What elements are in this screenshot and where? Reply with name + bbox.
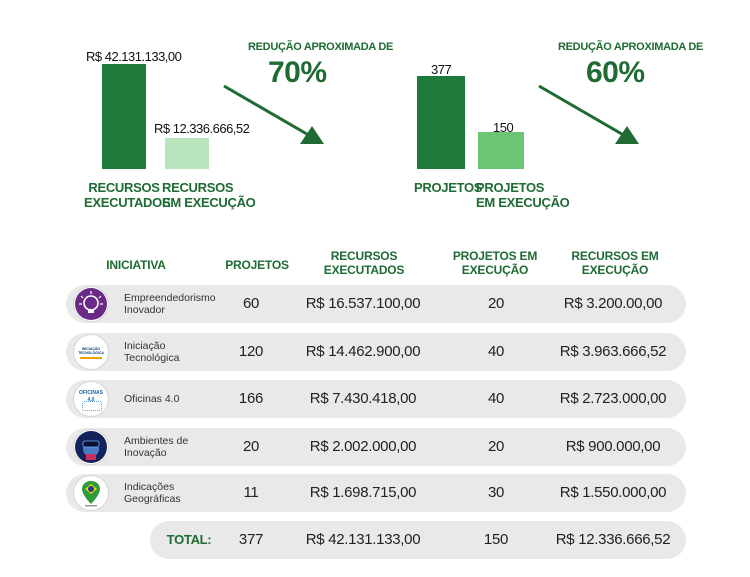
- name-line: Inovação: [124, 447, 167, 459]
- cell-recursos-em-execucao: R$ 2.723.000,00: [559, 390, 667, 407]
- bar-category-label: PROJETOS EM EXECUÇÃO: [476, 180, 570, 210]
- bar-category-label-line: PROJETOS: [414, 180, 483, 195]
- cell-projetos-em-execucao: 20: [487, 438, 505, 455]
- cell-projetos: 377: [238, 531, 264, 548]
- header-recursos-em-execucao: RECURSOS EM EXECUÇÃO: [565, 249, 665, 277]
- cell-projetos-em-execucao: 40: [487, 343, 505, 360]
- logo-text: OFICINAS 4.0: [79, 390, 103, 403]
- bar-value-label: 150: [493, 120, 514, 135]
- cell-projetos: 120: [238, 343, 264, 360]
- cell-projetos-em-execucao: 30: [487, 484, 505, 501]
- vr-headset-icon: [74, 430, 108, 464]
- cell-recursos-executados: R$ 1.698.715,00: [309, 484, 417, 501]
- iniciativa-name: Oficinas 4.0: [124, 380, 244, 418]
- oficinas-logo-icon: OFICINAS 4.0: [74, 382, 108, 416]
- iniciativa-name: Indicações Geográficas: [124, 474, 244, 512]
- cell-projetos: 60: [242, 295, 260, 312]
- bar-value-label: R$ 42.131.133,00: [86, 49, 182, 64]
- name-line: Tecnológica: [124, 352, 180, 364]
- header-line: RECURSOS: [330, 249, 398, 263]
- down-arrow-icon: [223, 84, 324, 144]
- cell-projetos: 11: [243, 484, 259, 501]
- header-iniciativa: INICIATIVA: [106, 258, 166, 272]
- cell-recursos-em-execucao: R$ 1.550.000,00: [559, 484, 667, 501]
- name-line: Oficinas 4.0: [124, 393, 180, 405]
- cell-recursos-em-execucao: R$ 3.200.00,00: [563, 295, 663, 312]
- bar-value-label: 377: [431, 62, 452, 77]
- down-arrow-icon: [538, 84, 639, 144]
- bar-category-label-line: PROJETOS: [476, 180, 545, 195]
- logo-text: INICIAÇÃO TECNOLÓGICA: [77, 347, 105, 355]
- reduction-title: REDUÇÃO APROXIMADA DE: [248, 41, 394, 53]
- cell-projetos-em-execucao: 150: [483, 531, 509, 548]
- header-projetos-em-execucao: PROJETOS EM EXECUÇÃO: [445, 249, 545, 277]
- name-line: Inovador: [124, 304, 165, 316]
- name-line: Iniciação: [124, 340, 166, 352]
- lightbulb-icon: [74, 287, 108, 321]
- bar-projetos: [417, 76, 465, 169]
- total-row: TOTAL: 377 R$ 42.131.133,00 150 R$ 12.33…: [150, 521, 686, 559]
- reduction-title: REDUÇÃO APROXIMADA DE: [558, 41, 704, 53]
- table-row: Empreendedorismo Inovador 60 R$ 16.537.10…: [66, 285, 686, 323]
- table-row: Ambientes de Inovação 20 R$ 2.002.000,00 …: [66, 428, 686, 466]
- header-line: EXECUTADOS: [323, 263, 405, 277]
- total-label: TOTAL:: [166, 532, 212, 547]
- cell-projetos-em-execucao: 40: [487, 390, 505, 407]
- reduction-percent: 60%: [586, 56, 645, 89]
- cell-recursos-executados: R$ 14.462.900,00: [305, 343, 421, 360]
- reduction-percent: 70%: [268, 56, 327, 89]
- cell-recursos-em-execucao: R$ 900.000,00: [565, 438, 661, 455]
- bar-category-label-line: RECURSOS: [162, 180, 234, 195]
- header-line: PROJETOS EM: [452, 249, 538, 263]
- bar-recursos-executados: [102, 64, 146, 169]
- name-line: Empreendedorismo: [124, 292, 216, 304]
- cell-projetos-em-execucao: 20: [487, 295, 505, 312]
- name-line: Geográficas: [124, 493, 181, 505]
- bar-category-label: RECURSOS EM EXECUÇÃO: [162, 180, 256, 210]
- header-line: RECURSOS EM: [571, 249, 659, 263]
- cell-recursos-executados: R$ 16.537.100,00: [305, 295, 421, 312]
- bar-projetos-em-execucao: [478, 132, 524, 169]
- iniciativa-name: Empreendedorismo Inovador: [124, 285, 244, 323]
- cell-recursos-executados: R$ 2.002.000,00: [309, 438, 417, 455]
- header-recursos-executados: RECURSOS EXECUTADOS: [314, 249, 414, 277]
- header-line: EXECUÇÃO: [581, 263, 649, 277]
- cell-projetos: 166: [238, 390, 264, 407]
- cell-projetos: 20: [242, 438, 260, 455]
- iniciativa-name: Iniciação Tecnológica: [124, 333, 244, 371]
- name-line: Ambientes de: [124, 435, 189, 447]
- bar-recursos-em-execucao: [165, 138, 209, 169]
- table-row: INICIAÇÃO TECNOLÓGICA Iniciação Tecnológi…: [66, 333, 686, 371]
- header-line: EXECUÇÃO: [461, 263, 529, 277]
- cell-recursos-em-execucao: R$ 3.963.666,52: [559, 343, 667, 360]
- iniciativa-name: Ambientes de Inovação: [124, 428, 244, 466]
- iniciacao-tecnologica-logo-icon: INICIAÇÃO TECNOLÓGICA: [74, 335, 108, 369]
- bar-category-label-line: RECURSOS: [88, 180, 160, 195]
- bar-category-label-line: EXECUTADOS: [84, 195, 171, 210]
- bar-category-label: PROJETOS: [414, 180, 482, 195]
- cell-recursos-executados: R$ 42.131.133,00: [305, 531, 421, 548]
- table-row: OFICINAS 4.0 Oficinas 4.0 166 R$ 7.430.4…: [66, 380, 686, 418]
- table-row: Indicações Geográficas 11 R$ 1.698.715,00…: [66, 474, 686, 512]
- cell-recursos-em-execucao: R$ 12.336.666,52: [555, 531, 671, 548]
- name-line: Indicações: [124, 481, 175, 493]
- brazil-map-pin-icon: [74, 476, 108, 510]
- bar-category-label-line: EM EXECUÇÃO: [162, 195, 256, 210]
- cell-recursos-executados: R$ 7.430.418,00: [309, 390, 417, 407]
- header-projetos: PROJETOS: [225, 258, 289, 272]
- bar-category-label-line: EM EXECUÇÃO: [476, 195, 570, 210]
- bar-value-label: R$ 12.336.666,52: [154, 121, 250, 136]
- bar-category-label: RECURSOS EXECUTADOS: [84, 180, 171, 210]
